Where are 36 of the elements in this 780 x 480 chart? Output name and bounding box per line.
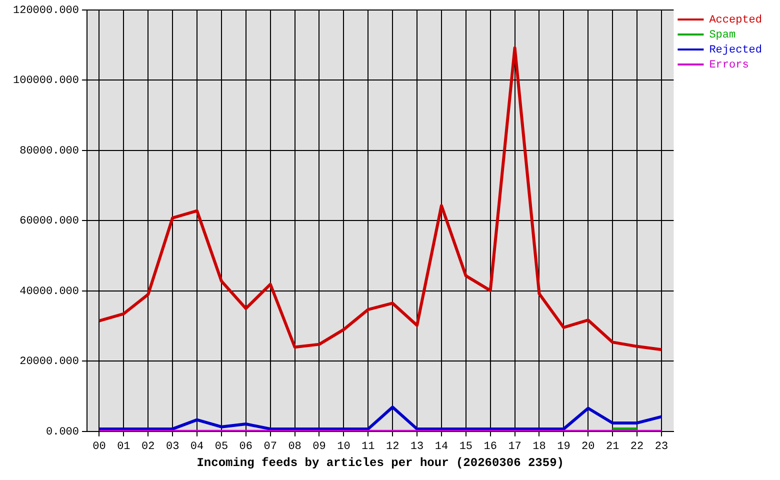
legend-label: Errors (709, 59, 749, 72)
y-tick-label: 100000.000 (12, 75, 80, 88)
x-tick-label: 08 (288, 440, 302, 453)
x-tick-label: 04 (190, 440, 204, 453)
x-tick-label: 20 (582, 440, 595, 453)
x-tick-label: 21 (606, 440, 620, 453)
x-axis-title: Incoming feeds by articles per hour (20260306 2359) (196, 456, 564, 470)
x-tick-label: 14 (434, 440, 448, 453)
x-tick-label: 06 (239, 440, 253, 453)
x-tick-label: 02 (142, 440, 155, 453)
legend-label: Rejected (709, 44, 762, 56)
x-tick-label: 22 (630, 440, 644, 453)
x-tick-label: 07 (264, 440, 277, 453)
y-tick-label: 60000.000 (20, 216, 80, 228)
x-tick-label: 03 (166, 440, 180, 453)
x-tick-label: 09 (312, 440, 326, 453)
legend-label: Spam (709, 29, 736, 42)
x-tick-label: 12 (386, 440, 400, 453)
x-tick-label: 13 (410, 440, 424, 453)
x-tick-label: 16 (484, 440, 497, 453)
x-tick-label: 10 (337, 440, 350, 453)
x-tick-label: 18 (532, 440, 546, 453)
y-tick-label: 120000.000 (12, 4, 80, 17)
y-tick-label: 0.000 (46, 426, 80, 438)
x-tick-label: 01 (117, 440, 131, 453)
x-tick-label: 00 (92, 440, 106, 453)
x-tick-label: 15 (459, 440, 473, 453)
x-tick-label: 05 (214, 440, 228, 453)
x-tick-label: 23 (654, 440, 668, 453)
x-tick-label: 11 (362, 440, 376, 453)
y-tick-label: 20000.000 (20, 356, 80, 368)
legend-label: Accepted (709, 14, 762, 26)
x-tick-label: 17 (508, 440, 522, 453)
y-tick-label: 40000.000 (20, 286, 80, 298)
x-tick-label: 19 (557, 440, 570, 453)
y-tick-label: 80000.000 (20, 145, 80, 158)
